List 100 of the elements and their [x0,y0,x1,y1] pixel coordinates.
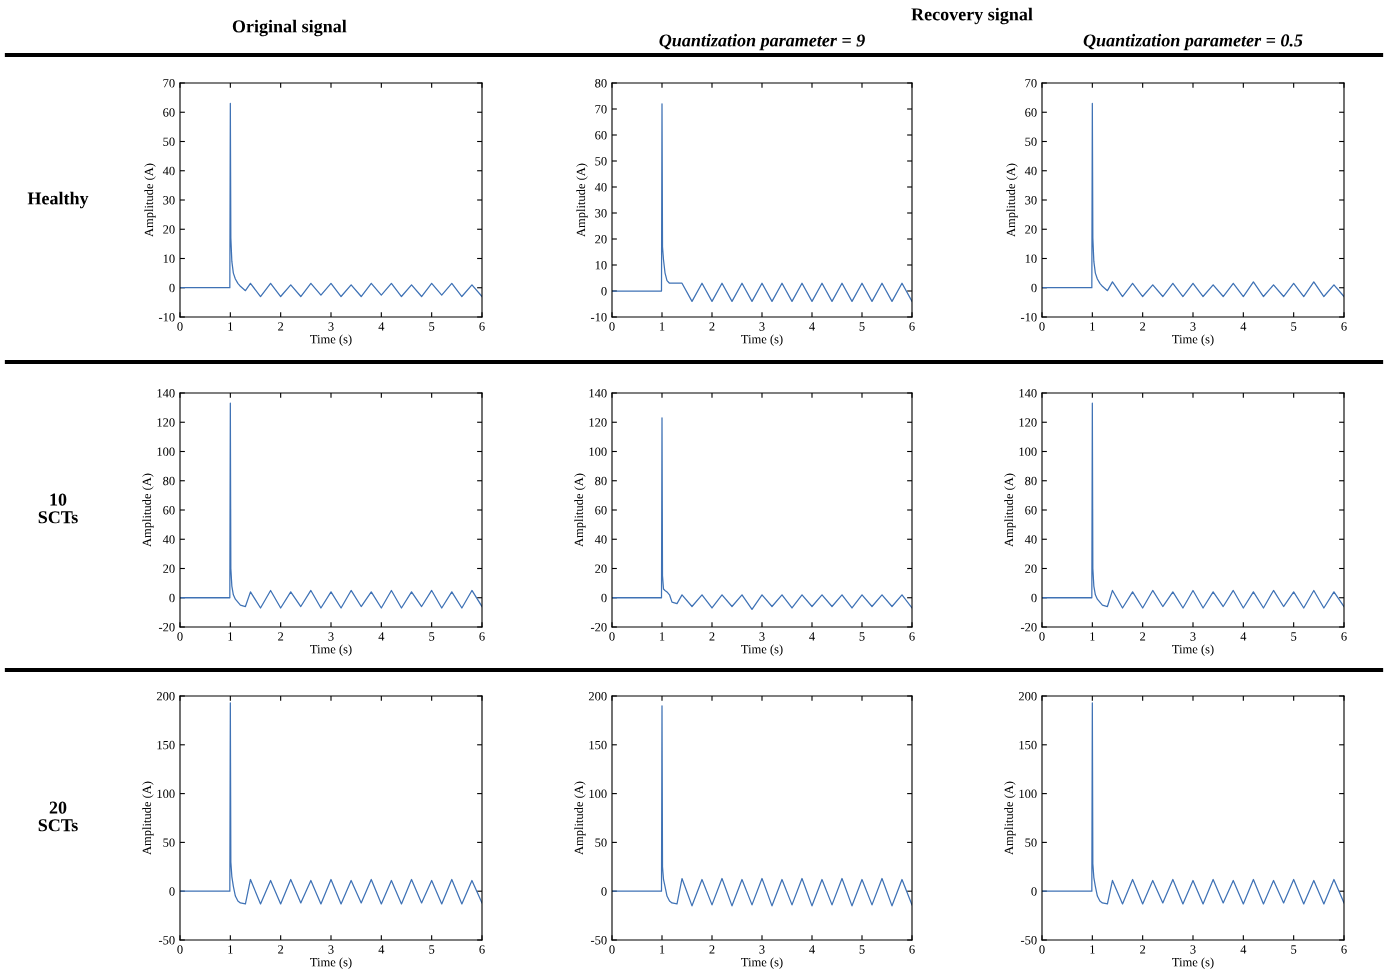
y-tick-label: 10 [163,254,175,263]
y-axis-title: Amplitude (A) [144,163,156,237]
x-tick-label: 6 [479,632,485,641]
y-axis-title: Amplitude (A) [574,473,586,547]
x-tick-label: 5 [859,632,865,641]
line-series [612,705,912,907]
x-tick-label: 4 [1240,945,1247,954]
y-tick-label: 20 [1025,225,1037,234]
y-tick-label: 200 [156,692,175,701]
x-tick-label: 2 [1140,632,1146,641]
y-tick-label: 80 [163,476,175,486]
line-series [180,702,482,905]
text: Recovery signal [911,7,1033,25]
x-axis-title: Time (s) [741,334,783,346]
x-tick-label: 3 [1190,322,1196,331]
x-tick-label: 6 [479,322,485,331]
x-axis-title: Time (s) [1172,957,1214,969]
x-tick-label: 2 [709,632,715,641]
y-tick-label: 40 [1024,166,1037,176]
x-tick-label: 0 [1039,632,1045,641]
y-tick-label: 0 [1031,887,1037,896]
line-series [612,103,912,303]
y-axis-title: Amplitude (A) [1006,163,1018,237]
y-tick-label: 0 [601,287,607,296]
y-tick-label: 0 [1031,283,1037,293]
x-tick-label: 2 [1140,322,1146,331]
x-tick-label: 1 [659,322,665,331]
y-tick-label: 60 [595,506,607,515]
y-tick-label: 30 [163,196,175,205]
y-tick-label: 0 [169,593,175,603]
y-tick-label: 40 [594,183,607,192]
x-tick-label: 4 [809,632,815,641]
y-tick-label: 20 [163,564,175,573]
y-tick-label: 50 [1025,838,1037,847]
x-tick-label: 4 [1240,632,1247,641]
x-tick-label: 5 [1291,322,1297,331]
x-axis-title: Time (s) [310,957,352,969]
y-tick-label: 20 [595,235,607,244]
y-tick-label: -50 [590,936,607,945]
y-axis-title: Amplitude (A) [1004,781,1016,855]
x-axis-title: Time (s) [310,334,352,346]
y-tick-label: -20 [158,623,175,632]
y-tick-label: 80 [595,476,607,486]
x-tick-label: 5 [1291,632,1297,641]
y-axis-title: Amplitude (A) [142,781,154,855]
y-tick-label: 140 [157,389,175,398]
x-tick-label: 0 [177,632,183,641]
y-tick-label: 70 [595,105,607,114]
y-axis-title: Amplitude (A) [142,473,154,547]
y-tick-label: 60 [1025,108,1037,117]
y-tick-label: 40 [1024,535,1037,544]
x-tick-label: 2 [278,945,284,954]
text: Healthy [27,191,89,209]
y-tick-label: 60 [595,131,607,140]
x-tick-label: 6 [909,945,915,954]
y-tick-label: 30 [1025,196,1037,205]
x-tick-label: 4 [378,322,385,331]
y-tick-label: 100 [1019,447,1037,456]
x-tick-label: 5 [1291,945,1297,954]
x-tick-label: 4 [1240,322,1247,331]
line-series [1042,702,1344,905]
y-tick-label: 20 [595,564,607,573]
y-tick-label: 30 [595,209,607,218]
x-tick-label: 5 [429,322,435,331]
y-tick-label: 150 [589,740,607,750]
x-tick-label: 1 [228,632,233,641]
x-tick-label: 2 [709,322,715,331]
x-tick-label: 1 [1090,632,1095,641]
x-tick-label: 4 [378,945,385,954]
y-tick-label: 50 [163,838,175,847]
x-tick-label: 2 [709,945,715,954]
y-tick-label: 50 [163,137,175,146]
x-tick-label: 6 [1341,322,1347,331]
x-tick-label: 6 [909,632,915,641]
y-tick-label: 100 [589,789,607,799]
line-series [1042,102,1344,298]
x-tick-label: 3 [759,632,765,641]
y-tick-label: 120 [1019,418,1037,427]
y-tick-label: 100 [1019,789,1037,799]
y-tick-label: 100 [157,447,175,456]
y-tick-label: 80 [595,79,607,88]
x-tick-label: 1 [228,322,233,331]
x-tick-label: 3 [759,322,765,331]
line-series [180,402,482,609]
y-tick-label: 70 [1025,79,1037,88]
y-tick-label: 60 [163,506,175,515]
x-tick-label: 2 [278,632,284,641]
x-axis-title: Time (s) [1172,334,1214,346]
y-tick-label: 150 [157,740,175,750]
y-tick-label: 0 [601,887,607,896]
y-tick-label: 120 [157,418,175,427]
line-series [1042,402,1344,609]
x-axis-title: Time (s) [741,644,783,656]
x-tick-label: 0 [177,945,183,954]
y-tick-label: -20 [590,623,607,632]
y-tick-label: 200 [588,692,607,701]
y-tick-label: 50 [595,838,607,847]
y-tick-label: 0 [1031,593,1037,603]
y-tick-label: 200 [1018,692,1037,701]
x-tick-label: 3 [328,322,334,331]
